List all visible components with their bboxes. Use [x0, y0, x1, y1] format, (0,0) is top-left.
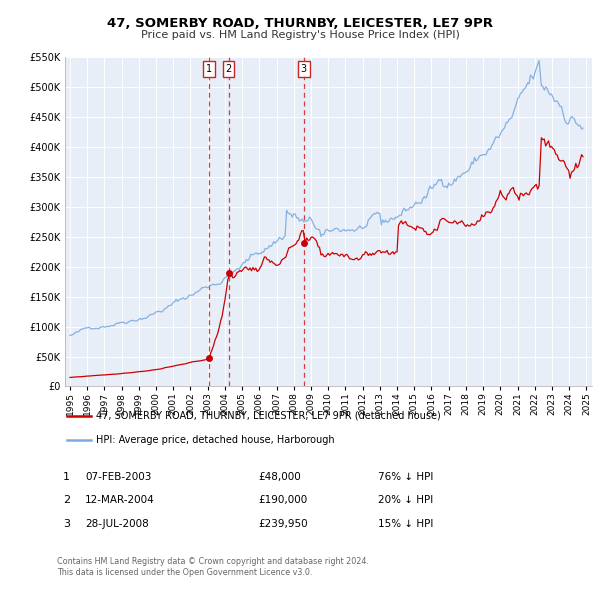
Text: 12-MAR-2004: 12-MAR-2004	[85, 496, 155, 505]
Text: Price paid vs. HM Land Registry's House Price Index (HPI): Price paid vs. HM Land Registry's House …	[140, 30, 460, 40]
Text: 47, SOMERBY ROAD, THURNBY, LEICESTER, LE7 9PR (detached house): 47, SOMERBY ROAD, THURNBY, LEICESTER, LE…	[96, 411, 440, 421]
Text: 3: 3	[63, 519, 70, 529]
Text: 1: 1	[63, 472, 70, 481]
Text: Contains HM Land Registry data © Crown copyright and database right 2024.: Contains HM Land Registry data © Crown c…	[57, 558, 369, 566]
Text: £48,000: £48,000	[258, 472, 301, 481]
Text: 3: 3	[301, 64, 307, 74]
Text: 2: 2	[226, 64, 232, 74]
Text: 15% ↓ HPI: 15% ↓ HPI	[378, 519, 433, 529]
Text: 2: 2	[63, 496, 70, 505]
Text: £239,950: £239,950	[258, 519, 308, 529]
Text: 28-JUL-2008: 28-JUL-2008	[85, 519, 149, 529]
Text: 1: 1	[206, 64, 212, 74]
Text: £190,000: £190,000	[258, 496, 307, 505]
Text: 47, SOMERBY ROAD, THURNBY, LEICESTER, LE7 9PR: 47, SOMERBY ROAD, THURNBY, LEICESTER, LE…	[107, 17, 493, 30]
Text: HPI: Average price, detached house, Harborough: HPI: Average price, detached house, Harb…	[96, 435, 335, 445]
Text: 20% ↓ HPI: 20% ↓ HPI	[378, 496, 433, 505]
Text: This data is licensed under the Open Government Licence v3.0.: This data is licensed under the Open Gov…	[57, 568, 313, 577]
Text: 07-FEB-2003: 07-FEB-2003	[85, 472, 152, 481]
Text: 76% ↓ HPI: 76% ↓ HPI	[378, 472, 433, 481]
